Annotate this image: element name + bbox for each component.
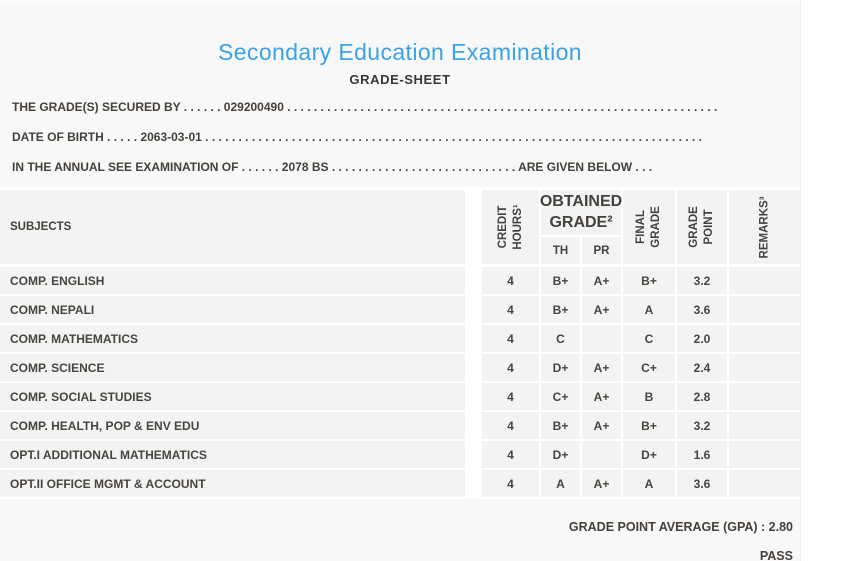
remarks-cell [729, 325, 800, 352]
subject-cell: COMP. SCIENCE [0, 354, 465, 381]
table-row: COMP. SOCIAL STUDIES 4 C+ A+ B 2.8 [0, 383, 800, 410]
final-grade-cell: C [623, 325, 675, 352]
subject-cell: OPT.I ADDITIONAL MATHEMATICS [0, 441, 465, 468]
grade-point-cell: 2.0 [677, 325, 727, 352]
credit-hours-cell: 4 [482, 441, 539, 468]
grade-sheet-card: Secondary Education Examination GRADE-SH… [0, 0, 801, 561]
col-header-pr: PR [582, 237, 621, 264]
final-grade-cell: B+ [623, 267, 675, 294]
credit-hours-line1: CREDIT [496, 205, 509, 249]
page-subtitle: GRADE-SHEET [349, 72, 451, 87]
col-header-grade-point: GRADE POINT [677, 190, 727, 264]
th-grade-cell: C+ [541, 383, 580, 410]
pr-grade-cell: A+ [582, 267, 621, 294]
table-row: OPT.I ADDITIONAL MATHEMATICS 4 D+ D+ 1.6 [0, 441, 800, 468]
gpa-summary: GRADE POINT AVERAGE (GPA) : 2.80 [568, 520, 793, 534]
pr-grade-cell [582, 325, 621, 352]
col-header-credit-hours: CREDIT HOURS¹ [482, 190, 539, 264]
grade-point-cell: 1.6 [677, 441, 727, 468]
subject-cell: COMP. NEPALI [0, 296, 465, 323]
table-row: COMP. HEALTH, POP & ENV EDU 4 B+ A+ B+ 3… [0, 412, 800, 439]
info-line-secured-by: THE GRADE(S) SECURED BY . . . . . . 0292… [12, 100, 718, 114]
subject-cell: COMP. HEALTH, POP & ENV EDU [0, 412, 465, 439]
obtained-grade-line2: GRADE² [549, 213, 613, 231]
final-grade-line1: FINAL [635, 210, 648, 244]
grade-point-line2: POINT [703, 209, 715, 245]
final-grade-line2: GRADE [650, 206, 662, 248]
page-title: Secondary Education Examination [217, 39, 582, 65]
table-header-row: SUBJECTS CREDIT HOURS¹ OBTAINED GRADE² T… [0, 190, 800, 264]
credit-hours-cell: 4 [482, 325, 539, 352]
subject-cell: COMP. SOCIAL STUDIES [0, 383, 465, 410]
th-grade-cell: B+ [541, 267, 580, 294]
info-line-date-of-birth: DATE OF BIRTH . . . . . 2063-03-01 . . .… [12, 130, 702, 144]
final-grade-cell: D+ [623, 441, 675, 468]
credit-hours-cell: 4 [482, 383, 539, 410]
remarks-cell [729, 354, 800, 381]
grade-point-cell: 3.6 [677, 296, 727, 323]
remarks-cell [729, 412, 800, 439]
remarks-cell [729, 383, 800, 410]
remarks-cell [729, 470, 800, 497]
pr-grade-cell: A+ [582, 383, 621, 410]
col-header-final-grade: FINAL GRADE [623, 190, 675, 264]
remarks-cell [729, 267, 800, 294]
info-line-examination: IN THE ANNUAL SEE EXAMINATION OF . . . .… [12, 160, 653, 174]
credit-hours-line2: HOURS¹ [511, 204, 524, 250]
obtained-grade-line1: OBTAINED [539, 192, 623, 210]
subject-cell: COMP. MATHEMATICS [0, 325, 465, 352]
th-grade-cell: B+ [541, 412, 580, 439]
col-header-obtained-grade-group: OBTAINED GRADE² TH PR [539, 190, 623, 264]
final-grade-cell: B+ [623, 412, 675, 439]
remarks-cell [729, 441, 800, 468]
table-row: COMP. SCIENCE 4 D+ A+ C+ 2.4 [0, 354, 800, 381]
col-header-th: TH [541, 237, 580, 264]
final-grade-cell: B [623, 383, 675, 410]
th-grade-cell: C [541, 325, 580, 352]
credit-hours-cell: 4 [482, 296, 539, 323]
col-header-subjects: SUBJECTS [0, 190, 465, 264]
credit-hours-cell: 4 [482, 267, 539, 294]
table-row: COMP. NEPALI 4 B+ A+ A 3.6 [0, 296, 800, 323]
credit-hours-cell: 4 [482, 354, 539, 381]
final-grade-cell: A [623, 470, 675, 497]
pr-grade-cell: A+ [582, 354, 621, 381]
subject-cell: OPT.II OFFICE MGMT & ACCOUNT [0, 470, 465, 497]
grades-table: SUBJECTS CREDIT HOURS¹ OBTAINED GRADE² T… [0, 187, 800, 499]
credit-hours-cell: 4 [482, 470, 539, 497]
remarks-cell [729, 296, 800, 323]
table-body: COMP. ENGLISH 4 B+ A+ B+ 3.2 COMP. NEPAL… [0, 267, 800, 497]
col-header-obtained-grade: OBTAINED GRADE² [539, 190, 623, 235]
grade-point-cell: 3.6 [677, 470, 727, 497]
grade-point-cell: 2.4 [677, 354, 727, 381]
remarks-header-text: REMARKS³ [758, 196, 771, 258]
result-status: PASS [759, 549, 793, 561]
col-header-remarks: REMARKS³ [729, 190, 800, 264]
pr-grade-cell: A+ [582, 296, 621, 323]
pr-grade-cell [582, 441, 621, 468]
final-grade-cell: C+ [623, 354, 675, 381]
th-grade-cell: A [541, 470, 580, 497]
grade-point-cell: 3.2 [677, 267, 727, 294]
th-grade-cell: B+ [541, 296, 580, 323]
pr-grade-cell: A+ [582, 412, 621, 439]
grade-point-cell: 2.8 [677, 383, 727, 410]
credit-hours-cell: 4 [482, 412, 539, 439]
table-row: COMP. MATHEMATICS 4 C C 2.0 [0, 325, 800, 352]
pr-grade-cell: A+ [582, 470, 621, 497]
table-row: OPT.II OFFICE MGMT & ACCOUNT 4 A A+ A 3.… [0, 470, 800, 497]
th-grade-cell: D+ [541, 441, 580, 468]
final-grade-cell: A [623, 296, 675, 323]
th-grade-cell: D+ [541, 354, 580, 381]
grade-point-cell: 3.2 [677, 412, 727, 439]
grade-point-line1: GRADE [688, 206, 701, 248]
table-row: COMP. ENGLISH 4 B+ A+ B+ 3.2 [0, 267, 800, 294]
subject-cell: COMP. ENGLISH [0, 267, 465, 294]
